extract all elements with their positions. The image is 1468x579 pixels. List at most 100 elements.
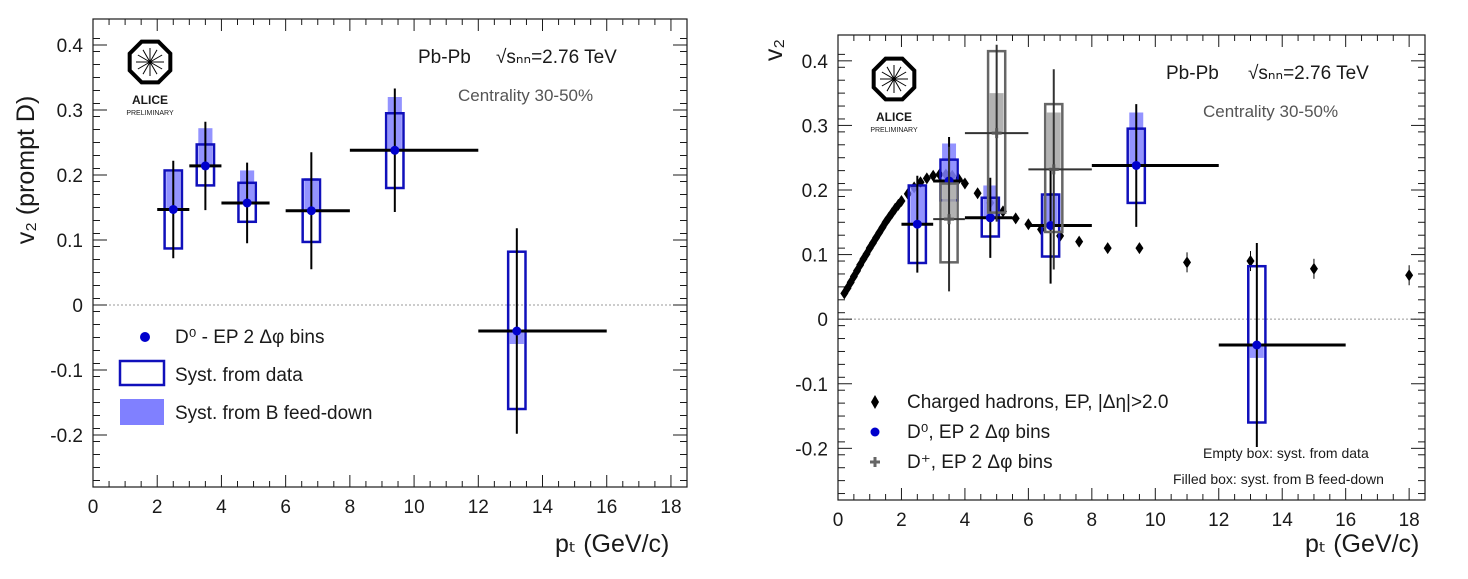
hadron-point	[1309, 262, 1318, 275]
x-tick-label: 18	[660, 497, 681, 518]
alice-logo-ray	[881, 71, 895, 80]
x-tick-label: 2	[896, 510, 907, 531]
alice-logo-ray	[881, 78, 895, 87]
x-tick-label: 10	[404, 497, 425, 518]
x-tick-label: 12	[1208, 510, 1229, 531]
d0-point	[168, 204, 178, 214]
x-tick-label: 18	[1399, 510, 1420, 531]
y-tick-label: 0.2	[802, 181, 828, 202]
alice-logo-ray	[886, 66, 895, 80]
alice-logo-ray	[149, 49, 158, 63]
system-label: Pb-Pb	[418, 47, 471, 68]
legend-marker-feeddown	[120, 399, 164, 425]
x-axis-title: pₜ (GeV/c)	[1305, 530, 1419, 558]
d0-point	[912, 219, 922, 229]
alice-logo-ray	[149, 61, 163, 70]
d0-point	[985, 213, 995, 223]
alice-logo-ray	[893, 78, 907, 87]
hadron-point	[1075, 235, 1084, 248]
x-tick-label: 6	[1023, 510, 1034, 531]
alice-logo-ray	[137, 54, 151, 63]
hadron-point	[973, 187, 982, 200]
plot-frame	[837, 34, 1426, 501]
alice-logo-ray	[149, 54, 163, 63]
y-tick-label: -0.1	[50, 361, 83, 382]
hadron-point	[897, 194, 906, 207]
hadron-point	[1011, 212, 1020, 225]
y-tick-label: 0	[817, 310, 828, 331]
y-tick-label: 0.4	[57, 36, 84, 57]
d0-point	[242, 198, 252, 208]
x-tick-label: 14	[532, 497, 554, 518]
alice-logo-icon	[871, 56, 917, 102]
logo-text: ALICE	[132, 93, 168, 107]
y-tick-label: -0.2	[50, 426, 83, 447]
y-tick-label: -0.2	[795, 439, 828, 460]
dplus-point	[1048, 164, 1059, 175]
alice-logo-ray	[893, 66, 902, 80]
right-panel: 0 2 4 6 8 10 12 14 16 18 -0.2 -0.1 0 0.1 0.2 0.3 0.4 v₂ pₜ…	[760, 34, 1426, 558]
hadron-point	[929, 169, 938, 182]
hadron-point	[1135, 242, 1144, 255]
legend-marker-dplus	[870, 457, 880, 467]
legend-marker-syst-data	[118, 359, 166, 387]
x-tick-label: 16	[1335, 510, 1356, 531]
hadron-point	[1183, 256, 1192, 269]
x-tick-label: 0	[88, 497, 99, 518]
hadron-point	[1246, 255, 1255, 268]
d0-point	[1252, 340, 1262, 350]
hadron-point	[1405, 269, 1414, 282]
centrality-label: Centrality 30-50%	[458, 86, 593, 105]
centrality-label: Centrality 30-50%	[1203, 102, 1338, 121]
logo-subtext: PRELIMINARY	[870, 127, 918, 134]
d0-point	[200, 161, 210, 171]
logo-text: ALICE	[876, 110, 912, 124]
y-tick-label: 0.4	[802, 52, 829, 73]
hadron-point	[922, 172, 931, 185]
y-tick-label: 0.3	[57, 101, 83, 122]
y-axis-title: v₂	[760, 39, 788, 61]
y-axis-title: v₂ (prompt D)	[12, 96, 40, 245]
legend-label: Charged hadrons, EP, |Δη|>2.0	[907, 392, 1168, 413]
legend-marker-hadron	[871, 395, 879, 409]
y-tick-label: 0.3	[802, 116, 828, 137]
x-tick-label: 2	[152, 497, 163, 518]
system-label: Pb-Pb	[1166, 63, 1219, 84]
x-tick-label: 10	[1145, 510, 1166, 531]
alice-logo-ray	[149, 61, 158, 75]
note-filled-box: Filled box: syst. from B feed-down	[1173, 471, 1384, 487]
d0-point	[306, 206, 316, 216]
dplus-point	[991, 128, 1002, 139]
y-tick-label: 0	[72, 296, 83, 317]
d0-point	[390, 145, 400, 155]
hadron-point	[859, 253, 868, 266]
d0-point	[512, 326, 522, 336]
left-panel: 0 2 4 6 8 10 12 14 16 18 -0.2 -0.1 0 0.1 0.2 0.3 0.4 v₂ (…	[12, 18, 688, 558]
legend-label: D⁰ - EP 2 Δφ bins	[175, 327, 325, 348]
x-tick-label: 4	[960, 510, 971, 531]
y-tick-label: 0.1	[802, 246, 828, 267]
legend-label: D⁰, EP 2 Δφ bins	[907, 422, 1050, 443]
y-tick-label: 0.1	[57, 231, 83, 252]
hadron-point	[1103, 242, 1112, 255]
alice-logo-ray	[886, 78, 895, 92]
logo-subtext: PRELIMINARY	[126, 110, 174, 117]
y-tick-label: 0.2	[57, 166, 83, 187]
x-tick-label: 8	[1087, 510, 1098, 531]
legend-marker-d0	[870, 427, 880, 437]
legend-label: Syst. from data	[175, 365, 303, 386]
energy-label: √sₙₙ=2.76 TeV	[496, 47, 617, 68]
x-tick-label: 0	[833, 510, 844, 531]
alice-logo-ray	[142, 49, 151, 63]
x-tick-label: 12	[468, 497, 489, 518]
alice-logo-ray	[893, 71, 907, 80]
x-tick-label: 16	[596, 497, 617, 518]
y-tick-label: -0.1	[795, 375, 828, 396]
alice-logo-ray	[142, 61, 151, 75]
dplus-point	[944, 214, 955, 225]
alice-logo-ray	[137, 61, 151, 70]
alice-logo-icon	[127, 39, 173, 85]
alice-logo-ray	[893, 78, 902, 92]
d0-point	[1131, 160, 1141, 170]
